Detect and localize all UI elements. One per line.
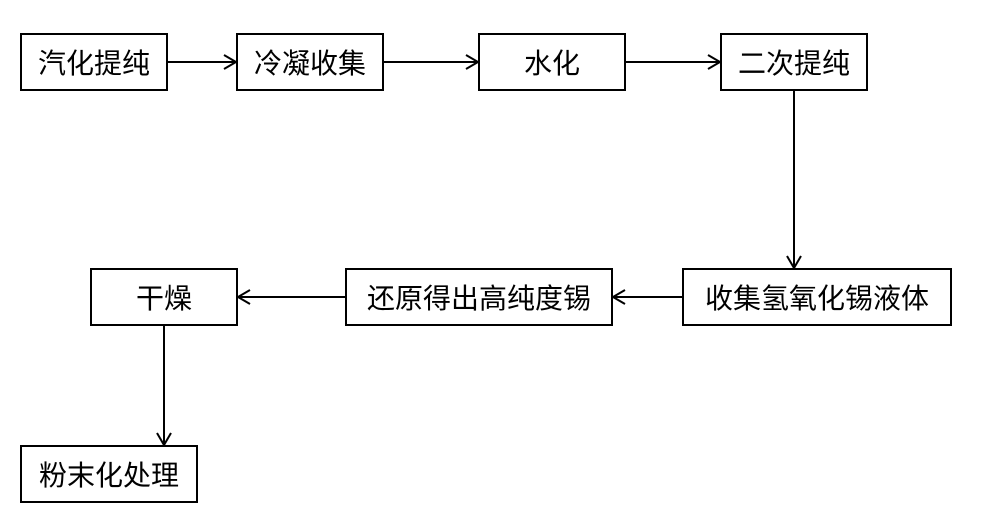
node-collect-hydroxide: 收集氢氧化锡液体: [682, 268, 952, 326]
node-vaporize-purify: 汽化提纯: [20, 33, 168, 91]
node-label: 干燥: [136, 277, 192, 317]
node-drying: 干燥: [90, 268, 238, 326]
node-label: 二次提纯: [738, 42, 850, 82]
node-label: 收集氢氧化锡液体: [705, 277, 929, 317]
node-label: 冷凝收集: [254, 42, 366, 82]
node-label: 汽化提纯: [38, 42, 150, 82]
node-reduce-high-purity: 还原得出高纯度锡: [345, 268, 613, 326]
node-condense-collect: 冷凝收集: [236, 33, 384, 91]
node-label: 粉末化处理: [39, 454, 179, 494]
node-secondary-purify: 二次提纯: [720, 33, 868, 91]
node-label: 水化: [524, 42, 580, 82]
node-label: 还原得出高纯度锡: [367, 277, 591, 317]
node-hydration: 水化: [478, 33, 626, 91]
node-powderize: 粉末化处理: [20, 445, 198, 503]
